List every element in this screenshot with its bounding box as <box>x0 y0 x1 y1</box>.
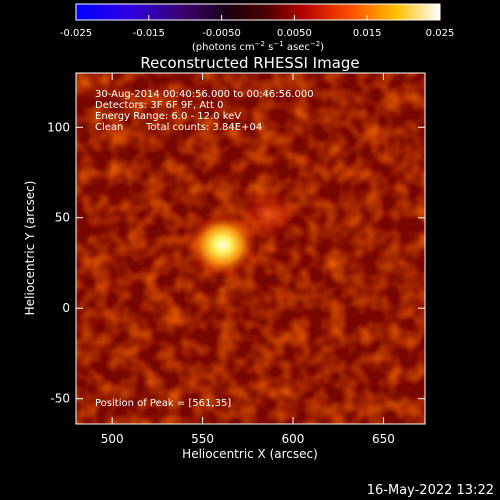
x-tick-label: 600 <box>282 432 305 446</box>
date-stamp: 16-May-2022 13:22 <box>367 483 494 498</box>
colorbar-tick-label: 0.0050 <box>277 28 312 39</box>
info-time: 30-Aug-2014 00:40:56.000 to 00:46:56.000 <box>95 89 314 100</box>
info-detectors: Detectors: 3F 6F 9F, Att 0 <box>95 100 223 111</box>
y-tick-label: 50 <box>55 211 70 225</box>
colorbar-tick-label: -0.0050 <box>202 28 241 39</box>
colorbar-tick-label: -0.015 <box>133 28 165 39</box>
plot-area: 500 550 600 650 -50 0 50 100 30-Aug-2014 00:40:… <box>47 72 426 446</box>
heatmap-sources <box>186 188 296 278</box>
y-axis-label: Heliocentric Y (arcsec) <box>23 181 37 316</box>
colorbar-gradient <box>75 3 441 21</box>
x-axis-label: Heliocentric X (arcsec) <box>182 447 318 461</box>
heatmap-peak-source <box>186 211 259 278</box>
axis-ticks: 500 550 600 650 -50 0 50 100 <box>47 73 425 446</box>
info-energy: Energy Range: 6.0 - 12.0 keV <box>95 111 241 122</box>
colorbar-tick-label: -0.025 <box>60 28 92 39</box>
colorbar-ticks: -0.025 -0.015 -0.0050 0.0050 0.015 0.025 <box>60 15 454 39</box>
plot-frame <box>75 72 426 425</box>
colorbar-tick-label: 0.025 <box>426 28 455 39</box>
y-tick-label: 100 <box>47 120 70 134</box>
info-counts: Total counts: 3.84E+04 <box>145 122 262 133</box>
heatmap-secondary-source <box>239 188 296 240</box>
x-tick-label: 500 <box>101 432 124 446</box>
y-tick-label: 0 <box>62 301 70 315</box>
peak-position-label: Position of Peak = [561,35] <box>95 398 231 409</box>
colorbar-tick-label: 0.015 <box>353 28 382 39</box>
colorbar-unit-label: (photons cm−2 s−1 asec−2) <box>192 40 324 53</box>
plot-title: Reconstructed RHESSI Image <box>140 54 359 72</box>
y-tick-label: -50 <box>50 392 70 406</box>
info-clean: Clean <box>95 122 123 133</box>
colorbar: -0.025 -0.015 -0.0050 0.0050 0.015 0.025 (pho… <box>60 3 454 53</box>
x-tick-label: 650 <box>372 432 395 446</box>
x-tick-label: 550 <box>191 432 214 446</box>
